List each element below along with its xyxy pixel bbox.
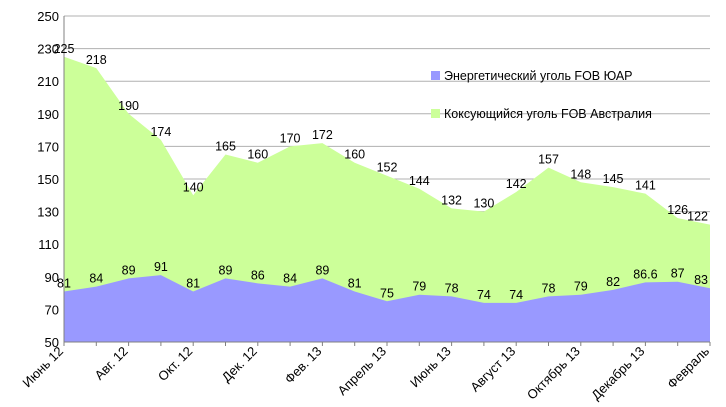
- series-area-1: [64, 56, 710, 342]
- data-label: 218: [86, 53, 107, 67]
- data-label: 122: [687, 210, 708, 224]
- data-label: 86: [251, 268, 265, 282]
- data-label: 172: [312, 128, 333, 142]
- x-tick-labels: Июнь 12 Авг. 12 Окт. 12 Дек. 12 Фев. 13 Апрел…: [19, 343, 712, 402]
- data-label: 79: [412, 280, 426, 294]
- data-label: 148: [570, 167, 591, 181]
- data-label: 82: [606, 275, 620, 289]
- x-tick-label: Декабрь 13: [588, 344, 647, 403]
- data-label: 142: [506, 177, 527, 191]
- data-labels: 81 84 89 91 81 89 86 84 89 81 75 79 78 74 74 78 79 82 86.6…: [54, 42, 708, 302]
- data-label: 225: [54, 42, 75, 56]
- data-label: 174: [150, 125, 171, 139]
- x-tick-label: Окт. 12: [155, 344, 195, 384]
- x-tick-label: Фев. 13: [282, 344, 325, 387]
- areas: [64, 56, 710, 342]
- data-label: 130: [473, 197, 494, 211]
- y-tick-label: 110: [38, 237, 59, 252]
- legend-swatch: [431, 71, 440, 80]
- data-label: 160: [247, 148, 268, 162]
- data-label: 81: [186, 276, 200, 290]
- data-label: 84: [89, 272, 103, 286]
- data-label: 144: [409, 174, 430, 188]
- data-label: 74: [509, 288, 523, 302]
- data-label: 74: [477, 288, 491, 302]
- y-tick-label: 90: [45, 270, 59, 285]
- data-label: 79: [574, 280, 588, 294]
- data-label: 141: [635, 179, 656, 193]
- data-label: 78: [542, 281, 556, 295]
- data-label: 89: [315, 263, 329, 277]
- data-label: 89: [219, 263, 233, 277]
- x-tick-label: Октябрь 13: [524, 344, 583, 403]
- x-tick-label: Август 13: [467, 344, 518, 395]
- data-label: 190: [118, 99, 139, 113]
- x-tick-label: Июнь 13: [407, 344, 454, 391]
- x-tick-label: Дек. 12: [219, 344, 260, 385]
- data-label: 140: [183, 180, 204, 194]
- legend-entry: Энергетический уголь FOB ЮАР: [444, 69, 633, 83]
- y-tick-label: 210: [37, 74, 59, 89]
- data-label: 89: [122, 263, 136, 277]
- data-label: 152: [377, 161, 398, 175]
- data-label: 160: [344, 148, 365, 162]
- data-label: 165: [215, 140, 236, 154]
- data-label: 91: [154, 260, 168, 274]
- legend-entry: Коксующийся уголь FOB Австралия: [444, 107, 652, 121]
- y-tick-label: 70: [45, 302, 59, 317]
- axes: [63, 16, 711, 346]
- x-tick-label: Февраль: [664, 343, 712, 391]
- y-tick-label: 190: [37, 107, 59, 122]
- y-tick-label: 130: [37, 205, 59, 220]
- data-label: 132: [441, 193, 462, 207]
- legend-swatch: [431, 109, 440, 118]
- data-label: 145: [603, 172, 624, 186]
- data-label: 81: [348, 276, 362, 290]
- data-label: 75: [380, 286, 394, 300]
- x-tick-label: Июнь 12: [19, 344, 66, 391]
- x-tick-label: Апрель 13: [335, 344, 390, 399]
- y-tick-label: 170: [37, 139, 59, 154]
- data-label: 87: [671, 267, 685, 281]
- data-label: 157: [538, 153, 559, 167]
- data-label: 126: [667, 203, 688, 217]
- data-label: 78: [445, 281, 459, 295]
- data-label: 86.6: [633, 267, 657, 281]
- x-tick-label: Авг. 12: [92, 344, 131, 383]
- legend: Энергетический уголь FOB ЮАР Коксующийся …: [431, 69, 652, 121]
- y-tick-labels: 50 70 90 110 130 150 170 190 210 230 250: [37, 9, 59, 350]
- data-label: 84: [283, 272, 297, 286]
- series-area-0: [64, 275, 710, 342]
- y-tick-label: 50: [45, 335, 59, 350]
- data-label: 83: [694, 273, 708, 287]
- y-tick-label: 230: [37, 42, 59, 57]
- y-tick-label: 250: [37, 9, 59, 24]
- data-label: 170: [280, 131, 301, 145]
- y-tick-label: 150: [37, 172, 59, 187]
- data-label: 81: [57, 276, 71, 290]
